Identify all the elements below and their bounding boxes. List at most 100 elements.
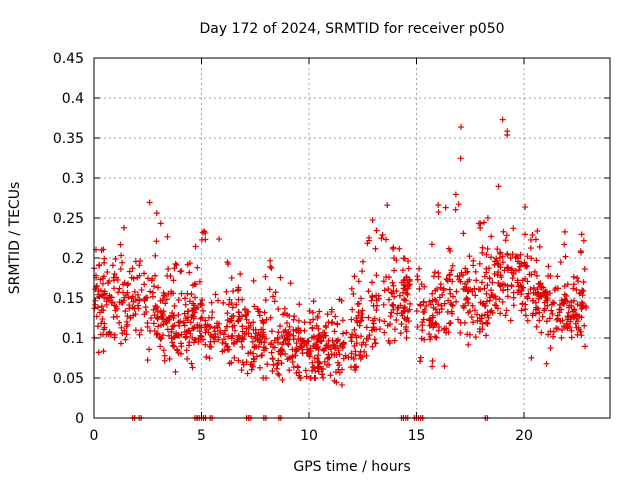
data-point bbox=[359, 307, 366, 314]
data-point bbox=[470, 319, 477, 326]
data-point bbox=[565, 304, 572, 311]
data-point bbox=[484, 245, 491, 252]
data-point bbox=[106, 278, 113, 285]
data-point bbox=[574, 318, 581, 325]
data-point bbox=[253, 353, 260, 360]
data-point bbox=[481, 285, 488, 292]
data-point bbox=[564, 281, 571, 288]
data-point bbox=[219, 348, 226, 355]
data-point bbox=[208, 299, 215, 306]
data-point bbox=[316, 308, 323, 315]
data-point bbox=[137, 257, 144, 264]
data-point bbox=[504, 293, 511, 300]
data-point bbox=[387, 313, 394, 320]
data-point bbox=[244, 308, 251, 315]
data-point bbox=[160, 347, 167, 354]
data-point bbox=[113, 305, 120, 312]
grid-layer bbox=[94, 58, 610, 418]
data-point bbox=[189, 312, 196, 319]
data-point bbox=[270, 361, 277, 368]
data-point bbox=[399, 312, 406, 319]
data-point bbox=[256, 364, 263, 371]
data-point bbox=[530, 284, 537, 291]
data-point bbox=[93, 313, 100, 320]
data-point bbox=[95, 291, 102, 298]
data-point bbox=[580, 279, 587, 286]
data-point bbox=[150, 306, 157, 313]
data-point bbox=[484, 282, 491, 289]
data-point bbox=[260, 318, 267, 325]
data-point bbox=[582, 343, 589, 350]
data-point bbox=[321, 358, 328, 365]
data-point bbox=[164, 233, 171, 240]
data-point bbox=[310, 316, 317, 323]
data-point bbox=[197, 315, 204, 322]
data-point bbox=[539, 313, 546, 320]
data-point bbox=[158, 335, 165, 342]
data-point bbox=[386, 339, 393, 346]
data-point bbox=[164, 272, 171, 279]
data-point bbox=[286, 367, 293, 374]
data-point bbox=[217, 327, 224, 334]
data-point bbox=[152, 272, 159, 279]
data-point bbox=[452, 191, 459, 198]
data-point bbox=[445, 329, 452, 336]
data-point bbox=[508, 282, 515, 289]
data-point bbox=[509, 251, 516, 258]
data-point bbox=[358, 317, 365, 324]
data-point bbox=[546, 315, 553, 322]
data-point bbox=[446, 286, 453, 293]
data-point bbox=[449, 302, 456, 309]
data-point bbox=[382, 236, 389, 243]
data-point bbox=[418, 335, 425, 342]
data-point bbox=[160, 321, 167, 328]
data-point bbox=[431, 296, 438, 303]
data-point bbox=[239, 328, 246, 335]
data-point bbox=[109, 299, 116, 306]
data-point bbox=[220, 299, 227, 306]
data-point bbox=[332, 343, 339, 350]
data-point bbox=[166, 355, 173, 362]
data-point bbox=[570, 285, 577, 292]
data-point bbox=[403, 290, 410, 297]
data-point bbox=[162, 300, 169, 307]
data-point bbox=[328, 306, 335, 313]
data-point bbox=[547, 272, 554, 279]
data-point bbox=[371, 336, 378, 343]
data-point bbox=[290, 364, 297, 371]
data-point bbox=[522, 312, 529, 319]
data-point bbox=[130, 312, 137, 319]
data-point bbox=[311, 355, 318, 362]
data-point bbox=[517, 282, 524, 289]
data-point bbox=[338, 297, 345, 304]
data-point bbox=[353, 315, 360, 322]
data-point bbox=[495, 268, 502, 275]
data-point bbox=[538, 329, 545, 336]
data-point bbox=[244, 370, 251, 377]
data-point bbox=[249, 338, 256, 345]
data-point bbox=[497, 249, 504, 256]
data-point bbox=[97, 331, 104, 338]
data-point bbox=[255, 343, 262, 350]
data-point bbox=[119, 259, 126, 266]
data-point bbox=[277, 274, 284, 281]
data-point bbox=[315, 359, 322, 366]
data-point bbox=[165, 265, 172, 272]
data-point bbox=[178, 343, 185, 350]
data-point bbox=[353, 363, 360, 370]
data-point bbox=[478, 315, 485, 322]
data-point bbox=[185, 328, 192, 335]
data-point bbox=[421, 283, 428, 290]
data-point bbox=[288, 354, 295, 361]
data-point bbox=[339, 317, 346, 324]
data-point bbox=[457, 319, 464, 326]
data-point bbox=[547, 345, 554, 352]
data-point bbox=[93, 283, 100, 290]
data-point bbox=[435, 273, 442, 280]
data-point bbox=[537, 292, 544, 299]
data-point bbox=[307, 319, 314, 326]
data-point bbox=[575, 278, 582, 285]
data-point bbox=[258, 339, 265, 346]
data-point bbox=[186, 260, 193, 267]
data-point bbox=[486, 265, 493, 272]
